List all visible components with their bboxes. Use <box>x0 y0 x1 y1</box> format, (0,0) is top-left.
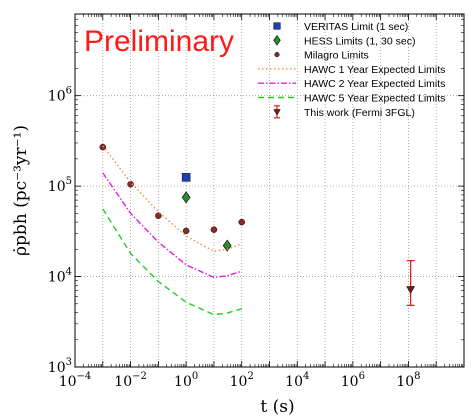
y-axis-label: ρ̇pbh (pc⁻³yr⁻¹) <box>11 125 31 256</box>
data-point <box>210 226 218 233</box>
x-axis-label: t (s) <box>260 397 294 417</box>
series-4 <box>102 172 242 279</box>
x-tick-label: 10−2 <box>114 371 147 390</box>
series-layer <box>99 143 416 316</box>
legend-item: Milagro Limits <box>274 50 369 62</box>
legend-swatch <box>273 109 281 116</box>
y-tick-label: 104 <box>48 267 72 286</box>
data-point <box>238 218 245 226</box>
legend-item: HAWC 2 Year Expected Limits <box>258 78 445 90</box>
series-line <box>102 208 242 316</box>
data-point <box>181 173 191 182</box>
y-tick-label: 103 <box>48 357 72 376</box>
legend-label: VERITAS Limit (1 sec) <box>304 21 408 33</box>
data-point <box>181 191 191 204</box>
legend-label: HAWC 5 Year Expected Limits <box>304 93 445 105</box>
legend-label: Milagro Limits <box>304 50 369 62</box>
x-tick-labels: 10−4 10−2 100 102 104 106 108 <box>59 371 421 390</box>
x-tick-label: 108 <box>396 371 420 390</box>
series-2 <box>99 143 245 235</box>
x-tick-label: 10−4 <box>59 371 92 390</box>
data-point <box>155 212 162 220</box>
x-tick-label: 104 <box>285 371 309 390</box>
legend-swatch <box>274 52 280 58</box>
series-line <box>102 145 242 253</box>
series-5 <box>102 208 242 316</box>
y-tick-label: 106 <box>48 86 72 105</box>
preliminary-watermark: Preliminary <box>84 25 234 58</box>
legend-item: HESS Limits (1, 30 sec) <box>273 34 415 47</box>
x-tick-label: 106 <box>341 371 365 390</box>
series-1 <box>181 191 232 252</box>
series-3 <box>102 145 242 253</box>
ticks <box>74 14 465 368</box>
legend-swatch <box>273 34 281 46</box>
data-point <box>127 180 134 188</box>
x-tick-label: 102 <box>230 371 254 390</box>
data-point <box>182 227 190 235</box>
data-point <box>406 286 416 294</box>
legend-item: This work (Fermi 3FGL) <box>273 105 415 119</box>
series-6 <box>406 259 416 307</box>
series-0 <box>181 173 191 182</box>
data-point <box>99 143 107 151</box>
legend-swatch <box>273 22 281 30</box>
legend-label: HESS Limits (1, 30 sec) <box>304 35 415 47</box>
y-tick-label: 105 <box>48 176 72 195</box>
legend-item: HAWC 5 Year Expected Limits <box>258 93 445 105</box>
legend: VERITAS Limit (1 sec) HESS Limits (1, 30 … <box>258 21 445 119</box>
legend-label: This work (Fermi 3FGL) <box>304 107 415 119</box>
legend-item: VERITAS Limit (1 sec) <box>273 21 408 33</box>
x-tick-label: 100 <box>174 371 198 390</box>
y-tick-labels: 103 104 105 106 <box>48 86 72 376</box>
series-line <box>102 172 242 279</box>
data-point <box>222 239 232 252</box>
legend-label: HAWC 2 Year Expected Limits <box>304 78 445 90</box>
legend-label: HAWC 1 Year Expected Limits <box>304 64 445 76</box>
legend-item: HAWC 1 Year Expected Limits <box>258 64 445 76</box>
